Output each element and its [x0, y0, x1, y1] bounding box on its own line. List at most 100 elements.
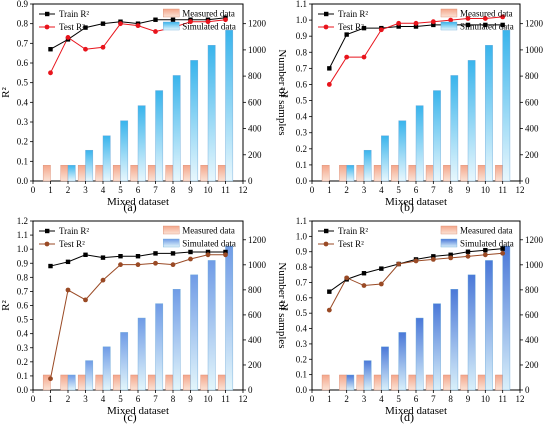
measured-bar: [443, 374, 451, 391]
legend-train-label: Train R²: [338, 226, 368, 236]
measured-bar: [321, 165, 330, 182]
measured-bar: [339, 165, 347, 182]
y-right-tick-label: 400: [525, 335, 539, 345]
legend-simulated-label: Simulated data: [460, 22, 514, 32]
simulated-bar: [415, 317, 424, 391]
x-tick-label: 10: [481, 394, 491, 404]
y-right-tick-label: 400: [248, 124, 262, 134]
y-left-tick-label: 0.7: [17, 286, 29, 296]
test-r2-point: [448, 255, 454, 261]
x-tick-label: 2: [344, 185, 349, 195]
y-left-tick-label: 0.3: [296, 128, 308, 138]
y-left-tick-label: 0.4: [296, 324, 308, 334]
simulated-bar: [381, 135, 389, 182]
train-r2-point: [361, 271, 367, 276]
test-r2-point: [378, 281, 384, 287]
test-r2-point: [413, 20, 419, 26]
simulated-bar: [415, 105, 424, 182]
y-left-tick-label: 0.0: [17, 385, 29, 395]
measured-bar: [112, 165, 121, 182]
train-r2-point: [483, 22, 488, 28]
train-r2-point: [223, 249, 228, 255]
measured-bar: [95, 165, 104, 182]
legend-train-label: Train R²: [59, 9, 89, 19]
train-r2-point: [48, 47, 53, 52]
measured-bar: [200, 165, 209, 182]
legend-simulated-swatch: [162, 238, 180, 248]
panel-caption: (c): [123, 410, 136, 424]
measured-bar: [356, 374, 365, 391]
y-left-tick-label: 0.1: [17, 156, 28, 166]
test-r2-point: [396, 261, 402, 267]
measured-bar: [356, 165, 365, 182]
y-left-axis-label: R²: [0, 86, 12, 97]
simulated-bar: [85, 149, 94, 182]
y-left-tick-label: 0.8: [296, 47, 308, 57]
measured-bar: [165, 374, 174, 391]
y-left-tick-label: 1.1: [296, 0, 307, 9]
legend-measured-swatch: [440, 225, 458, 235]
test-r2-point: [188, 256, 193, 262]
legend-simulated-label: Simulated data: [460, 239, 514, 249]
x-tick-label: 8: [448, 394, 453, 404]
y-left-tick-label: 1.0: [17, 244, 29, 254]
train-r2-point: [327, 289, 332, 294]
x-tick-label: 9: [188, 394, 193, 404]
simulated-bar: [120, 120, 129, 182]
simulated-bar: [467, 60, 476, 182]
y-left-tick-label: 0.2: [296, 144, 307, 154]
train-r2-point: [135, 254, 141, 259]
test-r2-point: [413, 258, 419, 264]
train-r2-point: [396, 24, 401, 29]
y-right-tick-label: 1200: [525, 235, 544, 245]
x-tick-label: 6: [136, 394, 141, 404]
train-r2-point: [327, 66, 332, 71]
x-tick-label: 12: [516, 185, 525, 195]
measured-bar: [408, 374, 417, 391]
x-tick-label: 2: [344, 394, 349, 404]
simulated-bar: [225, 30, 234, 182]
simulated-bar: [225, 245, 234, 391]
y-right-tick-label: 800: [525, 285, 539, 295]
legend-train-label: Train R²: [338, 9, 368, 19]
x-tick-label: 10: [481, 185, 491, 195]
x-tick-label: 7: [153, 394, 158, 404]
simulated-bar: [102, 346, 111, 391]
chart-panel-3: 0 1 2 3 4 5 6 7 8 9 10 11 120.00.10.20.30.40.50.60.7…: [0, 216, 288, 424]
train-r2-point: [153, 251, 158, 256]
test-r2-point: [48, 70, 53, 76]
y-left-tick-label: 0.6: [296, 293, 308, 303]
simulated-bar: [207, 45, 216, 182]
y-left-tick-label: 0.4: [17, 329, 29, 339]
x-tick-label: 0: [31, 394, 36, 404]
test-r2-point: [100, 277, 106, 283]
simulated-bar: [67, 165, 76, 182]
simulated-bar: [467, 274, 476, 391]
y-left-tick-label: 0.9: [296, 31, 308, 41]
test-r2-point: [326, 307, 332, 313]
train-r2-point: [48, 263, 53, 269]
legend-measured-label: Measured data: [182, 9, 235, 19]
y-left-tick-label: 1.1: [296, 216, 307, 226]
measured-bar: [477, 374, 486, 391]
x-tick-label: 4: [101, 185, 106, 195]
simulated-bar: [346, 374, 355, 391]
x-tick-label: 3: [83, 394, 88, 404]
measured-bar: [165, 165, 174, 182]
train-r2-point: [83, 252, 88, 257]
y-left-tick-label: 0.9: [17, 258, 29, 268]
measured-bar: [425, 374, 434, 391]
y-left-tick-label: 0.2: [17, 357, 28, 367]
test-r2-point: [223, 252, 228, 258]
simulated-bar: [67, 374, 76, 391]
train-r2-point: [170, 17, 176, 22]
chart-panel-2: 0 1 2 3 4 5 6 7 8 9 10 11 120.00.10.20.30.40.50.60.7…: [279, 0, 544, 214]
legend-train-marker: [45, 11, 50, 17]
test-r2-point: [500, 14, 506, 20]
test-r2-point: [396, 20, 402, 26]
test-r2-point: [344, 54, 350, 60]
x-tick-label: 2: [66, 394, 71, 404]
x-tick-label: 11: [498, 394, 507, 404]
simulated-bar: [433, 90, 441, 182]
y-right-tick-label: 0: [248, 176, 253, 186]
